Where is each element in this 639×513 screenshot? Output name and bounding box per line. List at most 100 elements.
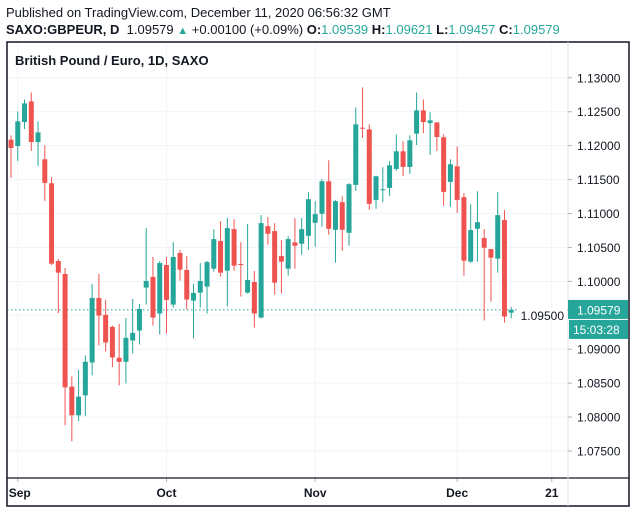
candle-body: [407, 140, 413, 167]
candle-body: [373, 176, 379, 200]
candle-body: [62, 273, 68, 388]
candle-body: [251, 281, 257, 314]
candle-body: [96, 297, 102, 316]
candle: [96, 273, 102, 346]
candle: [136, 303, 142, 345]
candle: [170, 242, 176, 308]
candle: [123, 317, 129, 384]
last-price-badge: [568, 299, 628, 319]
candle-body: [400, 151, 406, 167]
candle: [89, 283, 95, 376]
candle-body: [488, 249, 494, 258]
candle: [8, 135, 14, 178]
candle-body: [447, 164, 453, 182]
candle: [103, 299, 109, 352]
candle-body: [265, 226, 271, 234]
candle: [495, 192, 501, 273]
candle: [109, 325, 115, 368]
candle: [218, 221, 224, 277]
candle: [69, 376, 75, 442]
candle: [143, 228, 149, 305]
countdown-badge: [569, 319, 628, 339]
symbol-legend: SAXO:GBPEUR, D 1.09579 ▲ +0.00100 (+0.09…: [6, 22, 560, 37]
candle-body: [245, 279, 251, 293]
candle: [272, 223, 278, 295]
price-axis-label: 1.11000: [577, 207, 620, 221]
candle-body: [231, 229, 237, 266]
candle: [420, 99, 426, 134]
countdown-label: 15:03:28: [573, 323, 620, 337]
candle: [387, 160, 393, 196]
price-axis-label: 1.13000: [577, 71, 621, 85]
candle: [116, 323, 122, 386]
candle-body: [103, 314, 109, 343]
time-axis-label: Oct: [156, 486, 176, 500]
candle-body: [441, 137, 447, 192]
candle: [28, 92, 34, 151]
candle-body: [15, 121, 21, 147]
price-axis-label: 1.10500: [577, 241, 621, 255]
candle-body: [481, 238, 487, 248]
candle-body: [339, 202, 345, 230]
candle-body: [89, 297, 95, 363]
low-value: 1.09457: [448, 22, 496, 37]
candle: [258, 215, 264, 319]
open-label: O:: [306, 22, 322, 37]
candle-body: [8, 139, 14, 148]
candle: [35, 121, 41, 166]
candle-body: [319, 181, 325, 214]
candle-body: [285, 239, 291, 269]
candle: [82, 355, 88, 417]
low-label: L:: [436, 22, 449, 37]
candle-body: [380, 189, 386, 191]
candle-body: [197, 280, 203, 293]
candle-body: [332, 201, 338, 230]
chart-title: British Pound / Euro, 1D, SAXO: [15, 53, 209, 68]
candle: [150, 257, 156, 326]
candle-body: [163, 265, 169, 300]
candle: [251, 270, 257, 328]
symbol-name: SAXO:GBPEUR, D: [6, 22, 120, 37]
candle: [312, 201, 318, 247]
candle: [245, 224, 251, 294]
candle-body: [238, 264, 244, 266]
candle: [42, 145, 48, 201]
candle-body: [82, 361, 88, 396]
candle-body: [116, 357, 122, 362]
candle-body: [170, 257, 176, 305]
candle-body: [346, 184, 352, 233]
time-axis-label: Sep: [9, 486, 31, 500]
candle: [346, 183, 352, 246]
price-change: +0.00100 (+0.09%): [191, 22, 304, 37]
candle: [157, 261, 163, 335]
candle: [130, 298, 136, 354]
candle: [184, 256, 190, 310]
candle-body: [427, 120, 433, 124]
candle-body: [414, 110, 420, 134]
candle-body: [76, 396, 82, 416]
candle: [177, 250, 183, 281]
candle-body: [305, 199, 311, 236]
candle-body: [312, 214, 318, 223]
candle-body: [387, 165, 393, 188]
candle: [501, 210, 507, 323]
candle: [191, 283, 197, 339]
candle-body: [292, 242, 298, 246]
candle: [231, 219, 237, 271]
candle-body: [360, 127, 366, 129]
candle: [461, 193, 467, 276]
candle-body: [474, 222, 480, 229]
candle: [224, 217, 230, 307]
time-axis-label: Dec: [446, 486, 468, 500]
close-value: 1.09579: [512, 22, 560, 37]
candle: [197, 263, 203, 308]
last-price: 1.09579: [126, 22, 174, 37]
candle: [332, 200, 338, 263]
candle: [62, 268, 68, 426]
candle-body: [211, 239, 217, 269]
candle-body: [434, 122, 440, 137]
high-value: 1.09621: [385, 22, 433, 37]
time-axis-label: 21: [545, 486, 559, 500]
candle: [508, 307, 514, 319]
